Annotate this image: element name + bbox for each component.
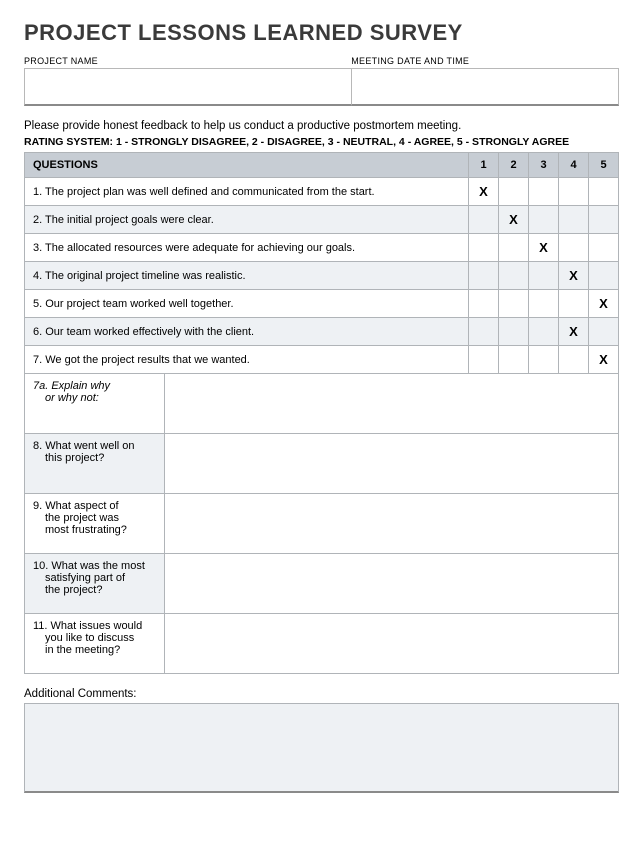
rating-cell-1[interactable] [469, 290, 499, 318]
rating-cell-3[interactable] [529, 178, 559, 206]
rating-row: 3. The allocated resources were adequate… [25, 234, 619, 262]
rating-cell-4[interactable] [559, 206, 589, 234]
project-name-input[interactable] [24, 68, 351, 106]
rating-row: 5. Our project team worked well together… [25, 290, 619, 318]
rating-cell-5[interactable] [589, 178, 619, 206]
open-question-row: 8. What went well onthis project? [25, 434, 619, 494]
questions-header: QUESTIONS [25, 153, 469, 178]
open-question-label: 9. What aspect ofthe project wasmost fru… [25, 494, 165, 554]
open-question-label: 8. What went well onthis project? [25, 434, 165, 494]
rating-cell-5[interactable]: X [589, 346, 619, 374]
rating-cell-3[interactable]: X [529, 234, 559, 262]
rating-cell-2[interactable] [499, 234, 529, 262]
rating-cell-2[interactable] [499, 290, 529, 318]
open-question-answer[interactable] [165, 434, 619, 494]
question-text: 6. Our team worked effectively with the … [25, 318, 469, 346]
rating-cell-2[interactable]: X [499, 206, 529, 234]
page-title: PROJECT LESSONS LEARNED SURVEY [24, 20, 619, 46]
rating-cell-5[interactable] [589, 206, 619, 234]
additional-comments-label: Additional Comments: [24, 688, 619, 700]
open-question-label: 7a. Explain whyor why not: [25, 374, 165, 434]
rating-cell-5[interactable] [589, 262, 619, 290]
rating-row: 6. Our team worked effectively with the … [25, 318, 619, 346]
rating-cell-2[interactable] [499, 178, 529, 206]
open-question-label: 10. What was the mostsatisfying part oft… [25, 554, 165, 614]
instructions-text: Please provide honest feedback to help u… [24, 120, 619, 132]
open-question-answer[interactable] [165, 494, 619, 554]
rating-cell-1[interactable] [469, 318, 499, 346]
rating-cell-2[interactable] [499, 346, 529, 374]
project-name-label: PROJECT NAME [24, 56, 351, 68]
rating-row: 7. We got the project results that we wa… [25, 346, 619, 374]
rating-cell-3[interactable] [529, 262, 559, 290]
rating-cell-4[interactable] [559, 234, 589, 262]
rating-cell-1[interactable] [469, 206, 499, 234]
open-question-answer[interactable] [165, 554, 619, 614]
rating-cell-4[interactable] [559, 178, 589, 206]
col-4: 4 [559, 153, 589, 178]
col-3: 3 [529, 153, 559, 178]
meta-section: PROJECT NAME MEETING DATE AND TIME [24, 56, 619, 106]
open-questions-table: 7a. Explain whyor why not:8. What went w… [24, 373, 619, 674]
question-text: 5. Our project team worked well together… [25, 290, 469, 318]
rating-cell-3[interactable] [529, 346, 559, 374]
rating-cell-1[interactable]: X [469, 178, 499, 206]
rating-cell-5[interactable]: X [589, 290, 619, 318]
rating-cell-4[interactable] [559, 290, 589, 318]
question-text: 3. The allocated resources were adequate… [25, 234, 469, 262]
rating-cell-3[interactable] [529, 206, 559, 234]
question-text: 2. The initial project goals were clear. [25, 206, 469, 234]
col-1: 1 [469, 153, 499, 178]
additional-comments-input[interactable] [24, 703, 619, 793]
rating-cell-3[interactable] [529, 290, 559, 318]
open-question-row: 10. What was the mostsatisfying part oft… [25, 554, 619, 614]
rating-cell-5[interactable] [589, 318, 619, 346]
rating-cell-2[interactable] [499, 318, 529, 346]
rating-cell-3[interactable] [529, 318, 559, 346]
rating-cell-5[interactable] [589, 234, 619, 262]
open-question-row: 11. What issues wouldyou like to discuss… [25, 614, 619, 674]
rating-cell-4[interactable] [559, 346, 589, 374]
rating-cell-4[interactable]: X [559, 262, 589, 290]
open-question-answer[interactable] [165, 614, 619, 674]
rating-cell-1[interactable] [469, 234, 499, 262]
open-question-label: 11. What issues wouldyou like to discuss… [25, 614, 165, 674]
rating-row: 2. The initial project goals were clear.… [25, 206, 619, 234]
rating-row: 1. The project plan was well defined and… [25, 178, 619, 206]
col-2: 2 [499, 153, 529, 178]
meeting-date-label: MEETING DATE AND TIME [351, 56, 619, 68]
open-question-row: 7a. Explain whyor why not: [25, 374, 619, 434]
rating-row: 4. The original project timeline was rea… [25, 262, 619, 290]
rating-cell-1[interactable] [469, 346, 499, 374]
question-text: 7. We got the project results that we wa… [25, 346, 469, 374]
open-question-answer[interactable] [165, 374, 619, 434]
rating-cell-1[interactable] [469, 262, 499, 290]
open-question-row: 9. What aspect ofthe project wasmost fru… [25, 494, 619, 554]
meeting-date-input[interactable] [351, 68, 619, 106]
rating-system-text: RATING SYSTEM: 1 - STRONGLY DISAGREE, 2 … [24, 136, 619, 148]
rating-cell-4[interactable]: X [559, 318, 589, 346]
col-5: 5 [589, 153, 619, 178]
rating-cell-2[interactable] [499, 262, 529, 290]
question-text: 4. The original project timeline was rea… [25, 262, 469, 290]
question-text: 1. The project plan was well defined and… [25, 178, 469, 206]
rating-table: QUESTIONS 1 2 3 4 5 1. The project plan … [24, 152, 619, 374]
